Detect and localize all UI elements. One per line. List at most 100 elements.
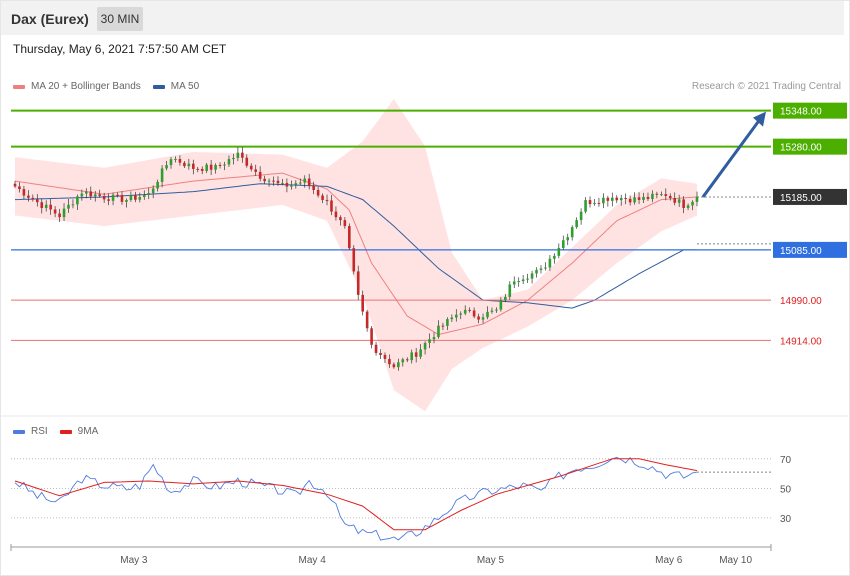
candle-body [414, 352, 418, 357]
candle-body [196, 168, 200, 170]
candle-body [374, 344, 378, 353]
candle-body [174, 159, 177, 161]
candle-body [321, 195, 324, 200]
resistance-tag-0 [773, 102, 847, 119]
candle-body [695, 196, 699, 202]
ma20-line [14, 172, 698, 336]
candle-body [508, 284, 512, 297]
candle-body [134, 195, 137, 200]
candle-body [205, 164, 208, 171]
candle-body [405, 359, 409, 361]
rsi-swatch [13, 429, 25, 434]
candle-body [192, 163, 195, 169]
candle-body [307, 178, 311, 186]
candle-body [468, 309, 471, 311]
candle-body [548, 258, 552, 268]
resistance-label-1: 15280.00 [780, 143, 822, 154]
candle-body [272, 180, 275, 182]
rsi-legend-label: RSI [31, 426, 48, 437]
candle-body [557, 247, 561, 256]
candle-body [651, 193, 654, 200]
candle-body [566, 237, 570, 241]
candle-body [392, 364, 396, 368]
candle-body [691, 201, 694, 206]
candle-body [611, 197, 614, 201]
candle-body [463, 309, 467, 314]
candle-body [361, 294, 364, 312]
forecast-arrow-shaft [701, 119, 761, 198]
candle-body [223, 164, 226, 166]
candle-body [454, 314, 458, 318]
candle-body [120, 195, 124, 202]
support-label-5: 14914.00 [780, 336, 822, 347]
rsi-ma-legend-label: 9MA [77, 426, 99, 437]
ma50-swatch [152, 84, 165, 89]
resistance-tag-1 [773, 138, 847, 155]
ma20-legend-label: MA 20 + Bollinger Bands [31, 81, 141, 92]
candle-body [499, 300, 503, 310]
candle-body [655, 193, 659, 195]
candle-body [258, 171, 262, 179]
candle-body [388, 358, 391, 365]
candle-body [93, 194, 97, 197]
candle-body [606, 197, 610, 201]
candle-body [664, 194, 668, 197]
moving-averages [14, 172, 698, 336]
candle-body [472, 310, 476, 317]
candle-body [419, 349, 422, 357]
bollinger-band-fill [15, 99, 697, 412]
candle-body [281, 182, 284, 184]
candle-body [512, 281, 516, 285]
candle-body [62, 208, 66, 218]
candle-body [481, 317, 485, 320]
x-tick-label: May 10 [719, 555, 752, 566]
candle-body [165, 165, 168, 169]
candle-body [236, 152, 240, 158]
candle-body [517, 281, 520, 283]
candle-body [401, 359, 405, 363]
forecast-arrow [701, 111, 766, 198]
candle-body [178, 159, 182, 163]
instrument-title: Dax (Eurex) [11, 11, 89, 27]
candle-body [53, 209, 57, 214]
candle-body [365, 311, 369, 329]
candle-body [477, 316, 480, 320]
candle-body [67, 204, 70, 209]
candle-body [633, 197, 636, 203]
candle-body [370, 328, 373, 345]
candle-body [303, 178, 307, 183]
candle-body [254, 169, 258, 172]
candle-body [535, 269, 538, 274]
candle-body [13, 183, 17, 187]
x-tick-label: May 4 [299, 555, 327, 566]
ma20-swatch [13, 84, 25, 89]
candle-body [490, 310, 494, 312]
x-tick-label: May 5 [477, 555, 505, 566]
candle-body [116, 194, 119, 196]
bollinger-band [15, 99, 697, 412]
candle-body [539, 268, 543, 270]
candle-body [76, 196, 79, 205]
candle-body [348, 226, 351, 249]
timeframe-button[interactable]: 30 MIN [97, 7, 143, 31]
candle-body [138, 197, 142, 200]
rsi-legend: RSI 9MA [13, 426, 98, 437]
candle-body [459, 313, 463, 315]
candle-body [294, 183, 298, 185]
candle-body [290, 184, 293, 187]
rsi-ma-swatch [59, 429, 72, 434]
candle-body [330, 200, 333, 212]
candle-body [27, 195, 30, 198]
candle-body [160, 168, 164, 182]
candle-body [263, 178, 266, 182]
candle-body [147, 193, 151, 195]
candle-body [218, 164, 222, 166]
candle-body [428, 339, 431, 343]
candle-body [156, 181, 159, 189]
ma50-line [14, 183, 697, 309]
candle-body [241, 152, 244, 158]
candle-body [107, 199, 110, 201]
candle-body [397, 362, 400, 368]
candle-body [544, 267, 547, 269]
candle-body [561, 240, 565, 248]
